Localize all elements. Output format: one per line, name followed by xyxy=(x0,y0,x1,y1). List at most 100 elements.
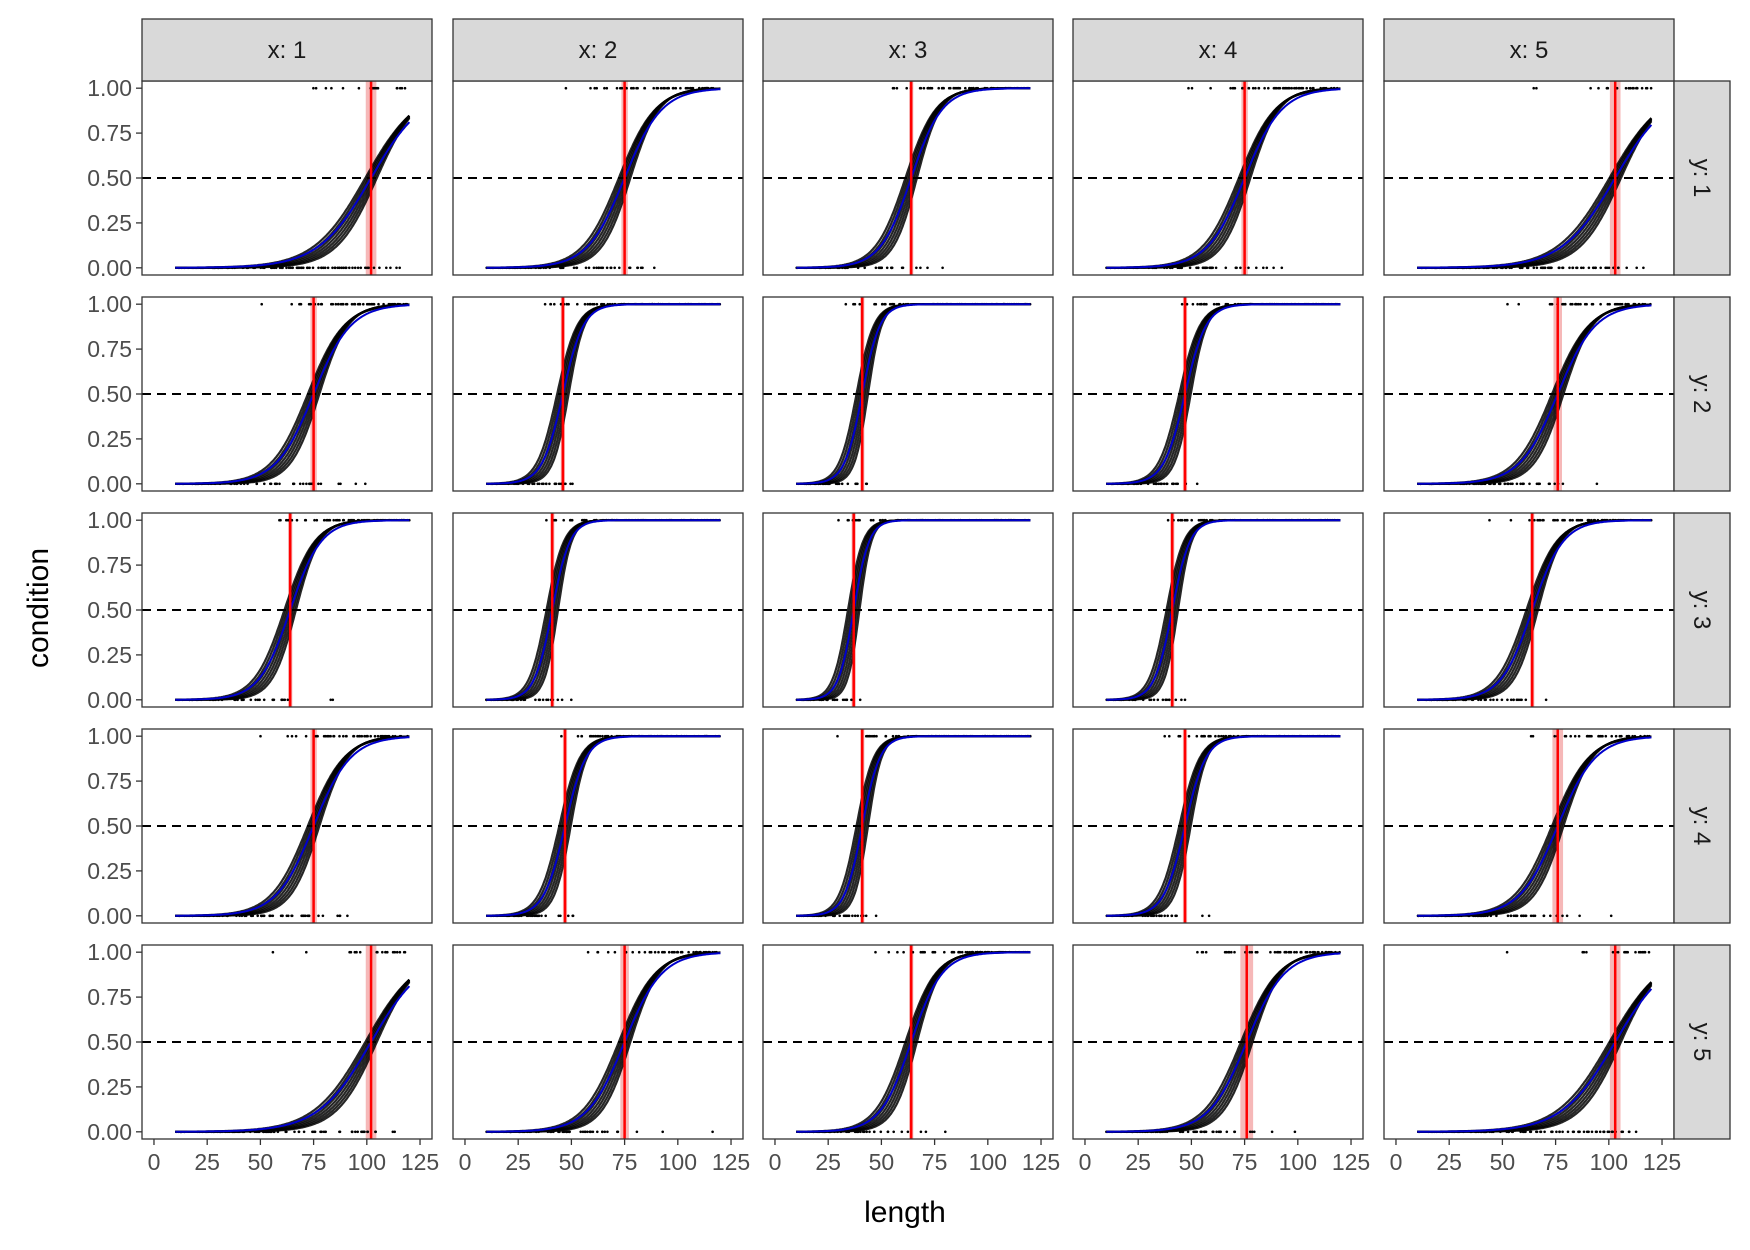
panel-r3-c1-obs-point xyxy=(254,698,257,702)
panel-r1-c3-obs-point xyxy=(941,86,944,90)
panel-r2-c3-obs-point xyxy=(864,482,868,486)
y-tick-label: 0.50 xyxy=(87,813,132,839)
panel-r4-c5-fitted-curve xyxy=(1417,736,1652,917)
panel-r4-c4 xyxy=(1073,729,1363,923)
x-tick-label: 50 xyxy=(1179,1149,1205,1175)
panel-r1-c2-obs-point xyxy=(690,86,694,90)
panel-r4-c2-obs-point xyxy=(598,734,602,738)
panel-r3-c5-obs-point xyxy=(1500,698,1504,702)
panel-r5-c2-obs-point xyxy=(596,950,600,954)
panel-r1-c5-obs-point xyxy=(1607,266,1611,270)
panel-r1-c1-obs-point xyxy=(311,266,315,270)
panel-r5-c1-obs-point xyxy=(395,950,399,954)
panel-r1-c1-obs-point xyxy=(287,266,291,270)
panel-r4-c4-obs-point xyxy=(1155,914,1158,918)
panel-r2-c1-obs-point xyxy=(305,482,308,486)
panel-r1-c1-obs-point xyxy=(324,86,328,90)
panel-r5-c1-obs-point xyxy=(348,950,351,954)
panel-r4-c4-obs-point xyxy=(1201,914,1204,918)
panel-r3-c5-obs-point xyxy=(1483,698,1487,702)
panel-r5-c5-obs-point xyxy=(1558,1130,1561,1134)
y-tick-label: 1.00 xyxy=(87,75,132,101)
panel-r5-c3-fitted-curve xyxy=(796,951,1031,1133)
panel-r1-c1-obs-point xyxy=(312,86,315,90)
panel-r1-c2-obs-point xyxy=(618,266,621,270)
panel-r1-c5-obs-point xyxy=(1532,266,1536,270)
panel-r4-c1-obs-point xyxy=(373,734,377,738)
panel-r4-c5-obs-point xyxy=(1569,734,1572,738)
row-strip-label: y: 2 xyxy=(1688,375,1715,414)
panel-r4-c5-obs-point xyxy=(1549,914,1552,918)
panel-r5-c3-obs-point xyxy=(951,950,955,954)
panel-r2-c5 xyxy=(1384,297,1674,491)
panel-r2-c1-obs-point xyxy=(377,302,380,306)
panel-r3-c1-fitted-curve xyxy=(175,519,410,701)
panel-r4-c4-obs-point xyxy=(1166,914,1169,918)
panel-r4-c5-obs-point xyxy=(1531,914,1535,918)
panel-r1-c1-obs-point xyxy=(357,86,361,90)
panel-r2-c1-obs-point xyxy=(260,302,264,306)
panel-r4-c1-obs-point xyxy=(294,734,298,738)
panel-r4-c3-obs-point xyxy=(836,734,839,738)
panel-r5-c1-obs-point xyxy=(374,1130,378,1134)
panel-r1-c5-obs-point xyxy=(1561,266,1564,270)
row-strip xyxy=(1673,512,1731,708)
panel-r1-c2-obs-point xyxy=(688,86,692,90)
panel-r5-c4-obs-point xyxy=(1308,950,1312,954)
panel-r3-c5-obs-point xyxy=(1571,518,1574,522)
panel-r2-c5-obs-point xyxy=(1577,302,1580,306)
panel-r1-c1-obs-point xyxy=(403,86,407,90)
panel-r5-c4-border xyxy=(1072,944,1364,1140)
panel-r1-c4-obs-point xyxy=(1209,266,1212,270)
panel-r5-c1-obs-point xyxy=(311,1130,314,1134)
panel-r1-c4-obs-point xyxy=(1311,86,1315,90)
panel-r1-c1-obs-point xyxy=(353,266,357,270)
panel-r1-c5-obs-point xyxy=(1642,266,1645,270)
panel-r3-c1-obs-point xyxy=(313,518,316,522)
panel-r3-c3-obs-point xyxy=(831,698,835,702)
panel-r1-c3-obs-point xyxy=(952,86,956,90)
panel-r3-c5-obs-point xyxy=(1516,698,1520,702)
panel-r1-c4-obs-point xyxy=(1262,266,1265,270)
panel-r2-c5-obs-point xyxy=(1624,302,1627,306)
panel-r2-c1-obs-point xyxy=(290,302,294,306)
panel-r1-c3-obs-point xyxy=(900,266,904,270)
panel-r3-c3-obs-point xyxy=(878,518,882,522)
panel-r1-c5-obs-point xyxy=(1597,86,1600,90)
panel-r5-c3-obs-point xyxy=(923,950,926,954)
y-tick-label: 0.50 xyxy=(87,597,132,623)
panel-r4-c2-border xyxy=(452,728,744,924)
panel-r1-c4-obs-point xyxy=(1267,86,1270,90)
panel-r3-c2-obs-point xyxy=(569,518,573,522)
panel-r5-c2-obs-point xyxy=(643,950,647,954)
panel-r1-c2-obs-point xyxy=(685,86,689,90)
panel-r4-c4-obs-point xyxy=(1220,734,1223,738)
panel-r1-c5-fitted-curve xyxy=(1417,124,1653,269)
panel-r2-c5-obs-point xyxy=(1511,482,1514,486)
panel-r5-c5-obs-point xyxy=(1610,1130,1614,1134)
panel-r4-c5-obs-point xyxy=(1553,734,1556,738)
panel-r2-c4-obs-point xyxy=(1196,302,1199,306)
panel-r3-c3-obs-point xyxy=(841,698,845,702)
panel-r1-c3-obs-point xyxy=(877,266,881,270)
panel-r4-c1-obs-point xyxy=(338,914,341,918)
panel-r2-c1-obs-point xyxy=(319,302,323,306)
panel-r1-c1-obs-point xyxy=(330,86,333,90)
panel-r3-c1-obs-point xyxy=(286,518,290,522)
panel-r2-c2-fitted-curve xyxy=(486,303,721,485)
panel-r2-c3-obs-point xyxy=(858,302,861,306)
panel-r2-c4-obs-point xyxy=(1174,482,1178,486)
x-tick-label: 100 xyxy=(969,1149,1007,1175)
panel-r1-c2-obs-point xyxy=(631,86,635,90)
panel-r5-c2-obs-point xyxy=(648,950,652,954)
y-tick-label: 0.00 xyxy=(87,903,132,929)
panel-r5-c4-obs-point xyxy=(1204,950,1208,954)
panel-r2-c5-obs-point xyxy=(1506,482,1509,486)
panel-r3-c1-obs-point xyxy=(326,518,330,522)
panel-r4-c2-obs-point xyxy=(544,914,547,918)
panel-r2-c1-obs-point xyxy=(317,482,320,486)
x-tick-label: 75 xyxy=(612,1149,638,1175)
panel-r5-c3-obs-point xyxy=(892,1130,895,1134)
panel-r1-c1-obs-point xyxy=(295,266,299,270)
